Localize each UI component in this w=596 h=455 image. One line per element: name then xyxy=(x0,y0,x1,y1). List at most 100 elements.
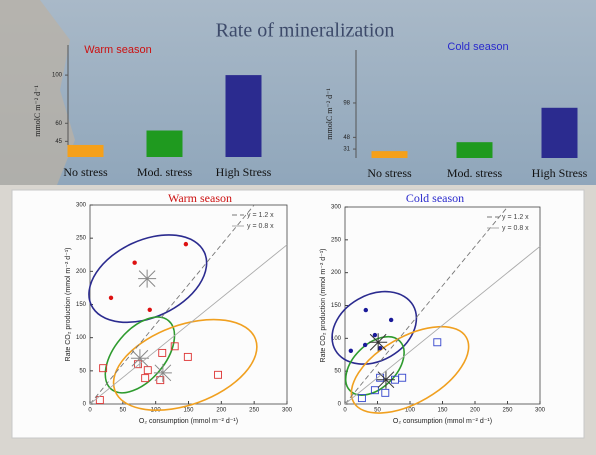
reference-line xyxy=(344,206,508,405)
group-ellipse xyxy=(88,234,208,324)
point xyxy=(170,342,179,351)
x-tick-label: High Stress xyxy=(216,165,272,179)
y-tick-label: 0 xyxy=(338,402,342,408)
x-tick-label: No stress xyxy=(63,165,108,179)
y-tick-label: 250 xyxy=(331,237,342,243)
slide-title: Rate of mineralization xyxy=(216,20,395,42)
reference-line xyxy=(89,204,255,405)
y-tick-label: 200 xyxy=(331,270,342,276)
x-tick-label: 0 xyxy=(88,408,92,414)
bar xyxy=(456,142,493,158)
point xyxy=(141,374,150,383)
chart-title: Warm season xyxy=(168,191,232,205)
x-tick-label: 200 xyxy=(470,408,481,414)
point xyxy=(158,348,167,357)
x-tick-label: 50 xyxy=(374,408,381,414)
point xyxy=(348,348,354,354)
point xyxy=(372,332,378,338)
point xyxy=(363,307,368,313)
y-tick-label: 0 xyxy=(83,402,87,408)
point xyxy=(132,260,137,265)
point xyxy=(381,388,390,397)
y-tick-label: 50 xyxy=(79,368,86,374)
y-tick-label: 100 xyxy=(52,73,63,79)
chart-title: Cold season xyxy=(447,41,508,53)
point xyxy=(156,376,165,385)
y-axis-label: mmolC m⁻² d⁻¹ xyxy=(325,88,334,140)
x-tick-label: 100 xyxy=(405,408,416,414)
y-tick-label: 150 xyxy=(331,303,342,309)
y-tick-label: 250 xyxy=(76,236,87,242)
y-tick-label: 300 xyxy=(76,203,87,209)
chart-title: Cold season xyxy=(406,191,464,205)
y-tick-label: 100 xyxy=(331,336,342,342)
point xyxy=(388,317,394,323)
point xyxy=(370,386,379,395)
y-axis-label: Rate CO₂ production (mmol m⁻² d⁻¹) xyxy=(65,248,72,362)
x-tick-label: 150 xyxy=(437,408,448,414)
legend-label: y = 1.2 x xyxy=(502,214,529,221)
x-tick-label: 250 xyxy=(502,408,513,414)
point xyxy=(143,366,152,375)
bar xyxy=(146,130,183,157)
point xyxy=(398,373,407,382)
point xyxy=(99,364,108,373)
point xyxy=(357,394,366,403)
centroid-cross xyxy=(138,269,157,288)
y-tick-label: 200 xyxy=(76,269,87,275)
x-tick-label: 300 xyxy=(535,408,546,414)
y-axis-label: Rate CO₂ production (mmol m⁻² d⁻¹) xyxy=(320,249,327,363)
group-ellipse xyxy=(350,325,470,414)
y-tick-label: 98 xyxy=(343,101,350,107)
y-tick-label: 60 xyxy=(55,121,62,127)
bar xyxy=(541,107,578,158)
legend-label: y = 1.2 x xyxy=(247,212,274,219)
x-tick-label: 200 xyxy=(216,408,227,414)
point xyxy=(147,307,152,313)
point xyxy=(362,342,368,348)
y-tick-label: 150 xyxy=(76,302,87,308)
x-tick-label: Mod. stress xyxy=(447,166,503,180)
centroid-cross xyxy=(369,333,388,352)
x-tick-label: 50 xyxy=(119,408,126,414)
y-tick-label: 300 xyxy=(331,205,342,211)
x-tick-label: 300 xyxy=(282,408,293,414)
group-ellipse xyxy=(331,290,418,365)
bar xyxy=(67,144,104,157)
reference-line xyxy=(89,244,288,405)
point xyxy=(214,370,223,379)
point xyxy=(183,241,189,247)
rock xyxy=(0,0,75,190)
centroid-cross xyxy=(376,370,395,389)
group-ellipse xyxy=(104,316,176,394)
bar xyxy=(371,151,408,158)
point xyxy=(108,295,114,301)
x-tick-label: High Stress xyxy=(532,166,588,180)
plot-panel xyxy=(11,189,585,439)
bar xyxy=(225,75,262,157)
y-tick-label: 100 xyxy=(76,335,87,341)
y-tick-label: 48 xyxy=(343,135,350,141)
centroid-cross xyxy=(130,349,149,368)
y-axis-label: mmolC m⁻² d⁻¹ xyxy=(33,85,42,137)
x-tick-label: 250 xyxy=(249,408,260,414)
y-tick-label: 50 xyxy=(334,369,341,375)
centroid-cross xyxy=(153,363,172,382)
legend-label: y = 0.8 x xyxy=(247,223,274,230)
legend-label: y = 0.8 x xyxy=(502,225,529,232)
y-tick-label: 45 xyxy=(55,139,62,145)
chart-title: Warm season xyxy=(84,44,151,56)
reference-line xyxy=(344,246,541,405)
point xyxy=(433,338,442,347)
x-axis-label: O₂ consumption (mmol m⁻² d⁻¹) xyxy=(139,418,238,425)
point xyxy=(183,352,192,361)
x-axis-label: O₂ consumption (mmol m⁻² d⁻¹) xyxy=(393,418,492,425)
group-ellipse xyxy=(112,318,258,411)
group-ellipse xyxy=(344,335,405,396)
y-tick-label: 31 xyxy=(343,147,350,153)
x-tick-label: No stress xyxy=(367,166,412,180)
x-tick-label: Mod. stress xyxy=(137,165,193,179)
point xyxy=(377,345,383,351)
x-tick-label: 150 xyxy=(183,408,194,414)
